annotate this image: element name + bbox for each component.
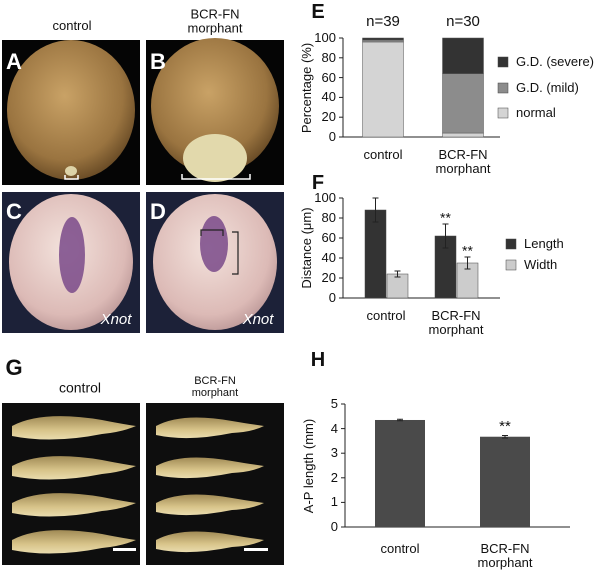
y-tick-label: 20 bbox=[321, 269, 336, 285]
legend-label: normal bbox=[516, 104, 556, 120]
photo-d bbox=[146, 192, 284, 333]
bar-segment bbox=[442, 132, 484, 138]
x-tick-label: BCR-FN morphant bbox=[477, 541, 533, 571]
legend-swatch bbox=[505, 259, 517, 271]
legend-swatch bbox=[497, 56, 509, 68]
photo-c bbox=[2, 192, 140, 333]
y-tick-label: 20 bbox=[321, 109, 336, 125]
y-tick-label: 100 bbox=[314, 29, 336, 45]
error-bar bbox=[372, 197, 379, 223]
panel-letter: F bbox=[311, 172, 325, 194]
panel-label: BCR-FN morphant bbox=[191, 374, 239, 399]
bar bbox=[480, 436, 530, 527]
bar-segment bbox=[362, 37, 404, 41]
legend-label: G.D. (mild) bbox=[516, 79, 579, 95]
y-tick-label: 0 bbox=[328, 128, 336, 144]
y-tick-label: 0 bbox=[330, 518, 338, 534]
bar bbox=[386, 273, 409, 299]
error-bar bbox=[397, 418, 403, 422]
legend-label: Length bbox=[524, 235, 564, 251]
legend-swatch bbox=[505, 238, 517, 250]
annotation: n=39 bbox=[366, 12, 400, 30]
annotation: n=30 bbox=[446, 12, 480, 30]
bar-segment bbox=[442, 37, 484, 74]
error-bar bbox=[502, 434, 508, 439]
x-tick-label: control bbox=[366, 308, 406, 323]
y-tick-label: 60 bbox=[321, 69, 336, 85]
error-bar bbox=[442, 223, 449, 249]
panel-letter: H bbox=[310, 349, 326, 371]
y-tick-label: 5 bbox=[330, 395, 338, 411]
error-bar bbox=[394, 270, 401, 278]
y-tick-label: 40 bbox=[321, 249, 336, 265]
photo-b bbox=[146, 38, 284, 185]
panel-letter: G bbox=[5, 354, 23, 380]
bar-segment bbox=[362, 39, 404, 43]
x-tick-label: control bbox=[363, 147, 403, 162]
panel-caption: Xnot bbox=[100, 310, 132, 328]
photo-g bbox=[2, 403, 284, 565]
bar bbox=[375, 419, 425, 527]
panel-letter: D bbox=[150, 198, 166, 224]
annotation: ** bbox=[462, 242, 473, 259]
y-tick-label: 60 bbox=[321, 229, 336, 245]
y-tick-label: 80 bbox=[321, 49, 336, 65]
legend-swatch bbox=[497, 107, 509, 119]
x-tick-label: BCR-FN morphant bbox=[428, 308, 484, 338]
annotation: ** bbox=[499, 418, 511, 436]
y-tick-label: 4 bbox=[330, 420, 338, 436]
y-axis-label: Percentage (%) bbox=[298, 42, 314, 133]
y-tick-label: 40 bbox=[321, 89, 336, 105]
panel-letter: E bbox=[311, 1, 325, 23]
panel-letter: C bbox=[6, 198, 22, 224]
panel-label: control bbox=[52, 17, 92, 33]
y-tick-label: 80 bbox=[321, 209, 336, 225]
y-tick-label: 3 bbox=[330, 445, 338, 461]
y-tick-label: 100 bbox=[314, 189, 336, 205]
y-axis-label: Distance (μm) bbox=[298, 207, 314, 289]
panel-letter: B bbox=[150, 48, 166, 74]
legend-label: Width bbox=[524, 256, 558, 272]
annotation: ** bbox=[440, 209, 451, 226]
bar bbox=[364, 209, 387, 299]
panel-label: BCR-FN morphant bbox=[187, 6, 243, 36]
panel-letter: A bbox=[6, 48, 22, 74]
y-axis-label: A-P length (mm) bbox=[300, 418, 316, 513]
bar-segment bbox=[442, 73, 484, 134]
y-tick-label: 1 bbox=[330, 494, 338, 510]
error-bar bbox=[464, 256, 471, 270]
y-tick-label: 2 bbox=[330, 469, 338, 485]
panel-caption: Xnot bbox=[242, 310, 274, 328]
x-tick-label: control bbox=[380, 541, 420, 556]
bar-segment bbox=[362, 41, 404, 138]
legend-label: G.D. (severe) bbox=[516, 53, 595, 69]
y-tick-label: 0 bbox=[328, 289, 336, 305]
photo-a bbox=[2, 40, 140, 185]
panel-label: control bbox=[58, 379, 102, 396]
x-tick-label: BCR-FN morphant bbox=[435, 147, 491, 177]
legend-swatch bbox=[497, 82, 509, 94]
